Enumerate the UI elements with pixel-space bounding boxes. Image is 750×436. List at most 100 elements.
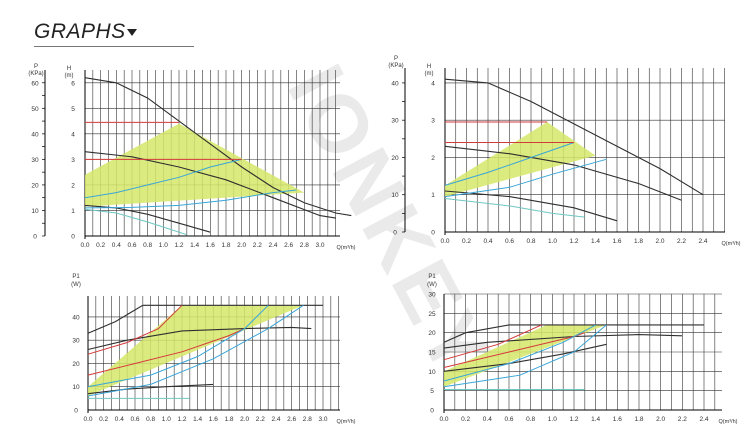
x-tick-label: 1.0 — [548, 416, 557, 423]
x-tick-label: 1.4 — [190, 242, 199, 249]
h-axis-unit: (m) — [425, 71, 434, 77]
x-tick-label: 1.6 — [209, 416, 218, 423]
series-line-dark — [444, 78, 704, 196]
x-tick-label: 1.0 — [548, 238, 557, 245]
p-tick-label: 10 — [391, 192, 399, 199]
x-tick-label: 2.4 — [271, 416, 280, 423]
x-tick-label: 2.2 — [253, 242, 262, 249]
p-tick-label: 0 — [393, 230, 397, 237]
p-tick-label: 50 — [31, 106, 39, 113]
x-tick-label: 2.4 — [698, 238, 707, 245]
h-axis-label: H — [427, 64, 431, 70]
x-tick-label: 1.8 — [224, 416, 233, 423]
x-tick-label: 2.2 — [678, 416, 687, 423]
x-axis-label: Q(m³/h) — [722, 241, 741, 247]
series-line-blue — [84, 158, 242, 199]
operating-region — [88, 305, 304, 397]
x-tick-label: 0.4 — [483, 238, 492, 245]
h-tick-label: 2 — [431, 155, 435, 162]
series-line-dark — [84, 77, 352, 217]
p-tick-label: 60 — [31, 80, 39, 87]
operating-region — [445, 122, 596, 197]
series-line-blue — [444, 158, 607, 198]
x-tick-label: 1.8 — [634, 238, 643, 245]
x-tick-label: 0.2 — [462, 238, 471, 245]
chart-hq-large — [42, 70, 352, 239]
series-line-dark — [87, 304, 323, 334]
p1-tick-label: 30 — [72, 338, 80, 345]
h-tick-label: 4 — [71, 131, 75, 138]
series-line-blue — [443, 324, 596, 382]
series-line-blue — [444, 142, 575, 186]
p-axis-unit: (KPa) — [388, 63, 403, 69]
series-line-red — [443, 324, 542, 361]
x-tick-label: 1.0 — [159, 242, 168, 249]
h-tick-label: 1 — [71, 208, 75, 215]
x-tick-label: 0.4 — [112, 242, 121, 249]
h-axis-label: H — [67, 66, 71, 72]
operating-region — [444, 324, 607, 387]
p1-axis-unit: (W) — [71, 282, 81, 288]
series-line-dark — [444, 190, 618, 222]
x-tick-label: 0.4 — [115, 416, 124, 423]
series-line-blue — [84, 189, 297, 209]
p-tick-label: 40 — [31, 131, 39, 138]
x-tick-label: 1.2 — [174, 242, 183, 249]
x-tick-label: 0.8 — [143, 242, 152, 249]
x-tick-label: 1.2 — [569, 238, 578, 245]
p-tick-label: 0 — [33, 234, 37, 241]
p-tick-label: 30 — [31, 157, 39, 164]
p1-tick-label: 30 — [428, 292, 436, 299]
series-line-blue — [87, 304, 269, 388]
x-tick-label: 0.0 — [439, 416, 448, 423]
p1-tick-label: 25 — [428, 311, 436, 318]
h-tick-label: 6 — [71, 80, 75, 87]
x-tick-label: 0.6 — [504, 416, 513, 423]
h-tick-label: 0 — [71, 234, 75, 241]
p-tick-label: 10 — [31, 208, 39, 215]
title-divider — [34, 46, 194, 47]
x-tick-label: 0.2 — [99, 416, 108, 423]
series-line-dark — [87, 383, 214, 395]
x-tick-label: 0.0 — [80, 242, 89, 249]
x-tick-label: 0.4 — [483, 416, 492, 423]
p1-tick-label: 5 — [430, 388, 434, 395]
x-tick-label: 1.6 — [613, 416, 622, 423]
triangle-down-icon[interactable] — [127, 29, 137, 36]
x-tick-label: 0.0 — [440, 238, 449, 245]
x-tick-label: 1.0 — [162, 416, 171, 423]
p1-axis-label: P1 — [428, 274, 436, 280]
x-tick-label: 2.0 — [655, 238, 664, 245]
chart-hq-small — [402, 68, 725, 235]
chart-p1-small — [443, 293, 722, 413]
p-axis-label: P — [34, 64, 38, 70]
series-line-dark — [444, 145, 682, 201]
x-tick-label: 2.0 — [656, 416, 665, 423]
series-line-teal — [84, 208, 187, 236]
x-tick-label: 0.6 — [505, 238, 514, 245]
page-title: GRAPHS — [34, 20, 126, 43]
p-tick-label: 30 — [391, 118, 399, 125]
x-tick-label: 1.2 — [569, 416, 578, 423]
x-tick-label: 1.2 — [177, 416, 186, 423]
x-axis-label: Q(m³/h) — [337, 245, 356, 251]
x-tick-label: 1.4 — [591, 238, 600, 245]
x-tick-label: 0.2 — [461, 416, 470, 423]
p1-axis-label: P1 — [72, 274, 80, 280]
series-line-teal — [444, 198, 585, 218]
h-tick-label: 4 — [431, 80, 435, 87]
x-tick-label: 2.2 — [256, 416, 265, 423]
x-tick-label: 1.8 — [634, 416, 643, 423]
x-axis-label: Q(m³/h) — [337, 419, 356, 425]
h-axis-unit: (m) — [65, 73, 74, 79]
h-tick-label: 1 — [431, 192, 435, 199]
x-tick-label: 2.0 — [240, 416, 249, 423]
x-axis-label: Q(m³/h) — [719, 419, 738, 425]
p-tick-label: 20 — [391, 155, 399, 162]
x-tick-label: 1.8 — [221, 242, 230, 249]
x-tick-label: 3.0 — [315, 242, 324, 249]
x-tick-label: 0.6 — [130, 416, 139, 423]
p-axis-unit: (KPa) — [28, 71, 43, 77]
p1-tick-label: 0 — [74, 408, 78, 415]
